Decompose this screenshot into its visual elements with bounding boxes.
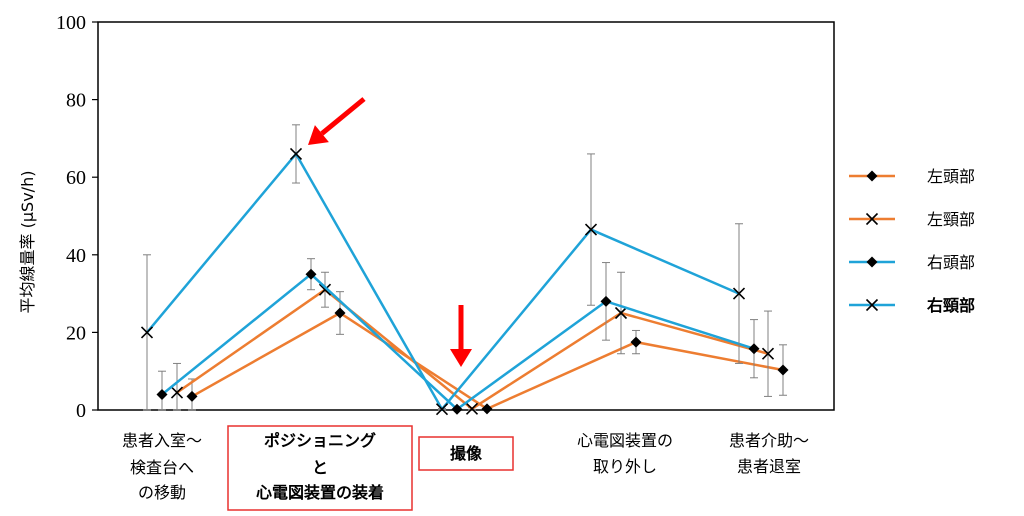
y-tick-label: 80: [66, 90, 86, 112]
x-category-label-line: 検査台へ: [130, 458, 194, 477]
annotation-arrow-diagonal: [308, 97, 366, 145]
x-category-label-line: 取り外し: [593, 457, 657, 476]
annotation-arrow-down: [450, 305, 472, 367]
y-axis-label: 平均線量率 (μSv/h): [18, 171, 37, 314]
x-category-label-line: 撮像: [450, 444, 483, 463]
data-point-diamond: [481, 403, 493, 415]
category-highlight-box: [227, 425, 413, 511]
plot-area-frame: [97, 21, 835, 411]
x-category-label-line: 患者入室～: [122, 431, 202, 450]
data-point-x: [584, 223, 598, 236]
data-point-diamond: [334, 307, 346, 319]
legend-label: 右頸部: [927, 296, 975, 315]
data-point-diamond: [451, 403, 463, 415]
legend-marker-diamond: [866, 256, 878, 268]
legend-item: 右頭部: [849, 253, 975, 272]
legend-item: 左頸部: [849, 210, 975, 229]
data-point-x: [614, 306, 628, 320]
series-line: [191, 311, 784, 411]
legend-label: 左頭部: [927, 167, 975, 186]
y-tick-label: 0: [76, 400, 86, 422]
data-point-x: [761, 347, 775, 360]
data-point-x: [140, 326, 154, 339]
data-point-diamond: [156, 388, 168, 400]
legend-marker-x: [865, 212, 879, 226]
legend-item: 左頭部: [849, 167, 975, 186]
y-tick-label: 20: [66, 322, 86, 344]
data-point-x: [318, 283, 332, 296]
data-point-diamond: [305, 268, 317, 280]
x-category-label-line: 心電図装置の装着: [256, 483, 384, 502]
y-tick-label: 100: [56, 12, 86, 34]
y-tick-label: 40: [66, 245, 86, 267]
x-category-label-line: 患者介助～: [729, 431, 809, 450]
x-category-label-line: の移動: [138, 483, 186, 502]
data-point-diamond: [748, 343, 760, 355]
series-2: [156, 258, 760, 415]
category-highlight-box: [418, 436, 514, 471]
legend-label: 左頸部: [927, 210, 975, 229]
x-category-label-line: 心電図装置の: [577, 431, 673, 450]
data-point-x: [170, 386, 184, 399]
series-0: [186, 291, 789, 415]
data-point-diamond: [630, 336, 642, 348]
data-point-x: [732, 287, 746, 300]
legend-item: 右頸部: [849, 296, 975, 315]
x-category-label: 撮像: [418, 436, 514, 471]
series-3: [140, 124, 746, 416]
x-category-label-line: ポジショニング: [264, 431, 376, 450]
series-1: [170, 271, 775, 415]
legend-marker-x: [865, 298, 879, 312]
y-tick-label: 60: [66, 167, 86, 189]
data-point-x: [435, 403, 449, 416]
x-category-label: 患者介助～ 患者退室: [729, 431, 809, 476]
x-category-label-line: と: [312, 458, 328, 477]
data-point-x: [289, 147, 303, 160]
legend-marker-diamond: [866, 170, 878, 182]
data-point-diamond: [600, 295, 612, 307]
data-point-diamond: [186, 390, 198, 402]
data-point-x: [465, 402, 479, 415]
legend-label: 右頭部: [927, 253, 975, 272]
x-category-label-line: 患者退室: [737, 457, 801, 476]
data-point-diamond: [777, 364, 789, 376]
